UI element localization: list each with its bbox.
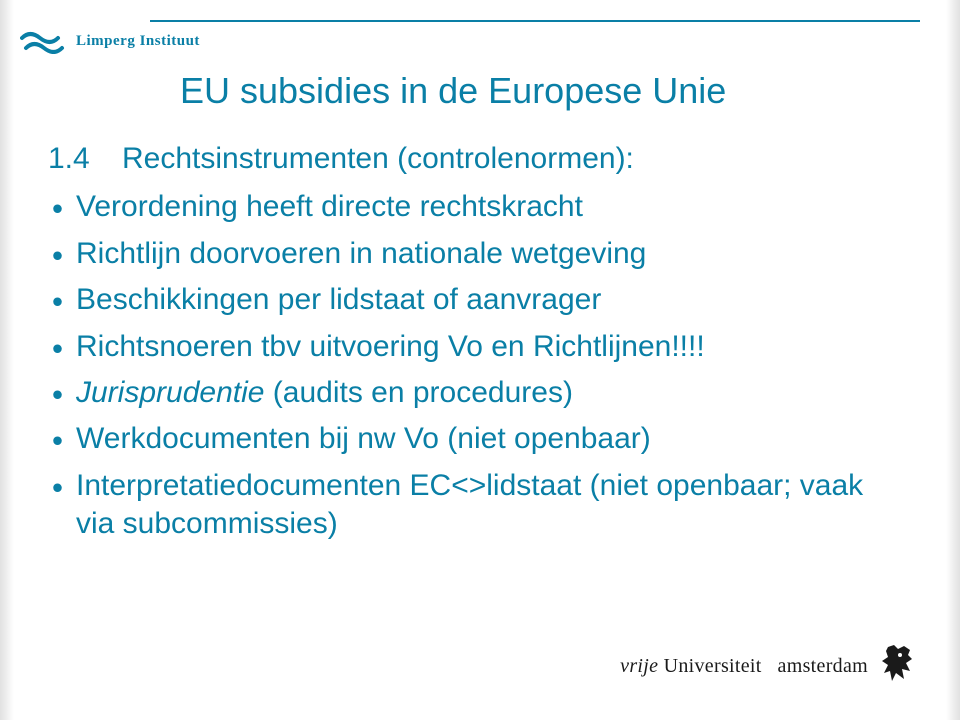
bullet-item: Richtsnoeren tbv uitvoering Vo en Richtl… xyxy=(48,328,900,366)
vu-city: amsterdam xyxy=(778,655,868,677)
item-number: 1.4 xyxy=(48,140,104,178)
vu-italic: vrije xyxy=(620,655,658,677)
item-heading: Rechtsinstrumenten (controlenormen): xyxy=(122,140,634,178)
vu-wordmark: vrije Universiteit amsterdam xyxy=(620,655,868,678)
vu-rest: Universiteit xyxy=(658,655,761,677)
left-shadow xyxy=(0,0,14,720)
slide: Limperg Instituut EU subsidies in de Eur… xyxy=(0,0,960,720)
numbered-heading: 1.4 Rechtsinstrumenten (controlenormen): xyxy=(48,140,900,178)
bullet-item: Werkdocumenten bij nw Vo (niet openbaar) xyxy=(48,420,900,458)
bullet-item: Interpretatiedocumenten EC<>lidstaat (ni… xyxy=(48,467,900,544)
wave-icon xyxy=(20,28,66,54)
bullet-list: Verordening heeft directe rechtskracht Ri… xyxy=(48,188,900,543)
bullet-item: Beschikkingen per lidstaat of aanvrager xyxy=(48,281,900,319)
bullet-item: Richtlijn doorvoeren in nationale wetgev… xyxy=(48,235,900,273)
bullet-item: Verordening heeft directe rechtskracht xyxy=(48,188,900,226)
vu-logo: vrije Universiteit amsterdam xyxy=(620,641,920,692)
griffin-icon xyxy=(880,641,920,692)
limperg-logo: Limperg Instituut xyxy=(20,28,200,54)
slide-body: 1.4 Rechtsinstrumenten (controlenormen):… xyxy=(48,140,900,552)
bullet-item: Jurisprudentie (audits en procedures) xyxy=(48,374,900,412)
right-shadow xyxy=(946,0,960,720)
limperg-wordmark: Limperg Instituut xyxy=(76,33,200,50)
header-rule xyxy=(150,20,920,22)
slide-title: EU subsidies in de Europese Unie xyxy=(180,70,726,112)
